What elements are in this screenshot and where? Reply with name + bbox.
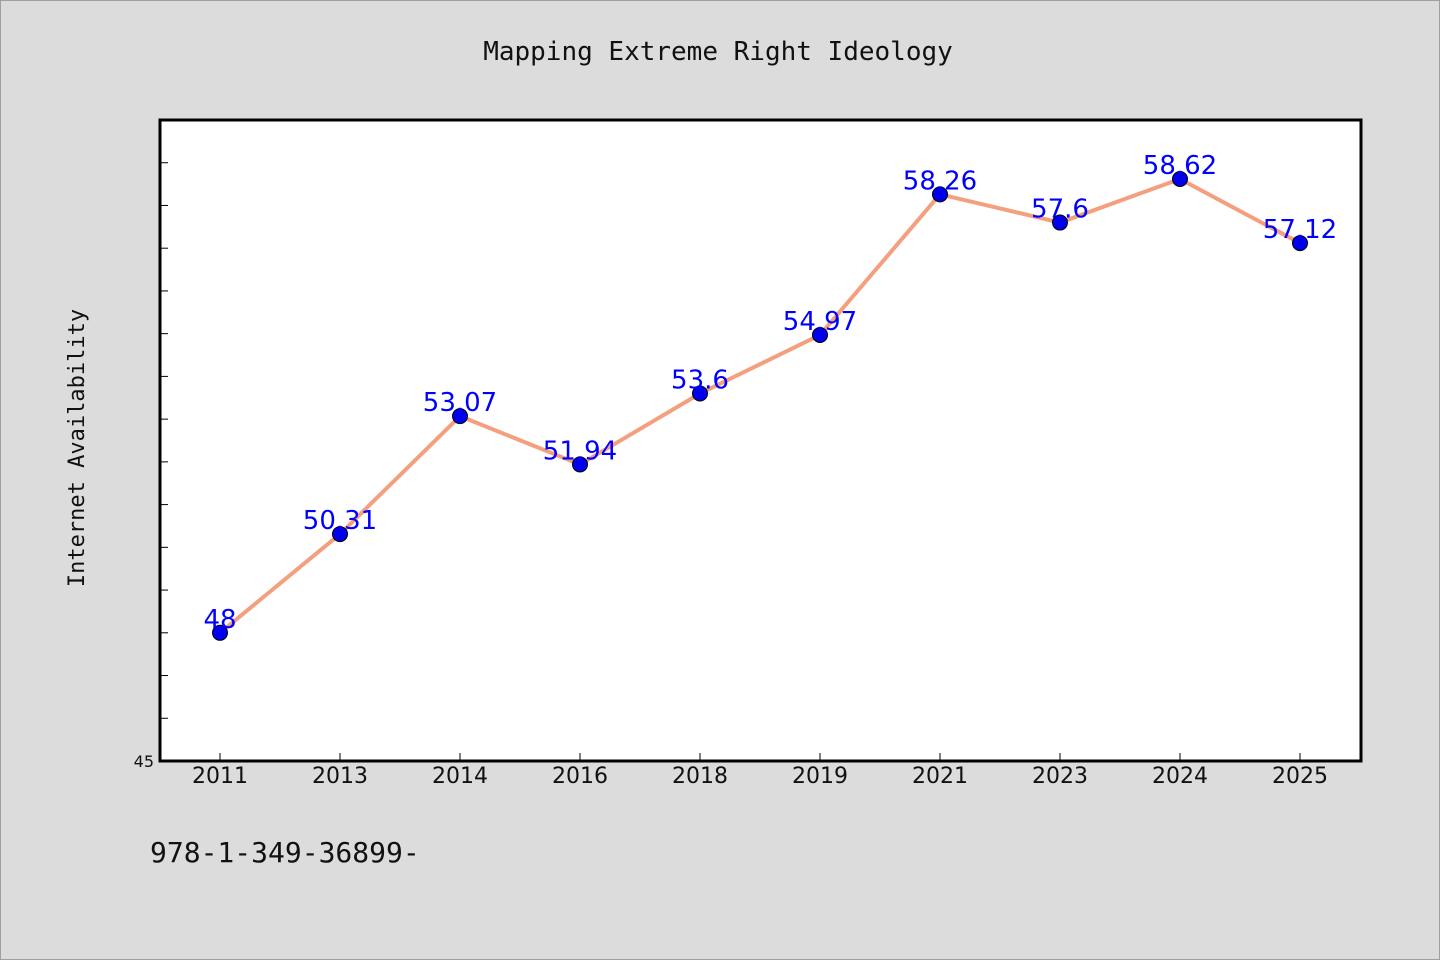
x-tick-label: 2025 <box>1272 764 1328 789</box>
plot-area <box>158 118 1363 763</box>
x-tick-label: 2014 <box>432 764 488 789</box>
y-axis-tick-labels: 45 <box>134 752 154 771</box>
data-label: 48 <box>203 605 236 635</box>
data-label: 54.97 <box>783 307 857 337</box>
y-axis-ticks <box>160 119 168 762</box>
x-tick-label: 2021 <box>912 764 968 789</box>
y-axis-label: Internet Availability <box>65 309 90 587</box>
x-tick-label: 2016 <box>552 764 608 789</box>
data-point <box>1052 214 1068 231</box>
series-lines <box>218 176 1301 635</box>
x-tick-label: 2023 <box>1032 764 1088 789</box>
data-point <box>1292 235 1308 252</box>
data-labels: 48 50.31 53.07 51.94 53.6 54.97 58.26 57.6 58.62… <box>203 151 1337 635</box>
x-tick-label: 2018 <box>672 764 728 789</box>
data-point <box>572 456 588 473</box>
data-label: 57.12 <box>1263 215 1337 245</box>
data-point <box>452 408 468 425</box>
data-point <box>1172 170 1188 187</box>
data-label: 58.62 <box>1143 151 1217 181</box>
x-tick-label: 2011 <box>192 764 248 789</box>
data-point <box>212 624 228 641</box>
chart-title: Mapping Extreme Right Ideology <box>483 37 953 67</box>
x-axis-tick-labels: 2011 2013 2014 2016 2018 2019 2021 2023 2024 2025 <box>192 764 1328 789</box>
data-label: 50.31 <box>303 506 377 536</box>
data-point <box>812 326 828 343</box>
data-label: 53.07 <box>423 388 497 418</box>
x-tick-label: 2013 <box>312 764 368 789</box>
data-point <box>932 186 948 203</box>
series-markers <box>212 170 1308 641</box>
y-tick-label: 45 <box>134 752 154 771</box>
data-label: 51.94 <box>543 436 617 466</box>
x-axis-ticks <box>219 753 1301 761</box>
data-label: 53.6 <box>671 365 729 395</box>
data-label: 57.6 <box>1031 195 1089 225</box>
footer-code: 978-1-349-36899- <box>150 836 420 869</box>
data-point <box>692 385 708 402</box>
data-label: 58.26 <box>903 166 977 196</box>
x-tick-label: 2024 <box>1152 764 1208 789</box>
data-point <box>332 526 348 543</box>
x-tick-label: 2019 <box>792 764 848 789</box>
series-line <box>218 176 1301 635</box>
